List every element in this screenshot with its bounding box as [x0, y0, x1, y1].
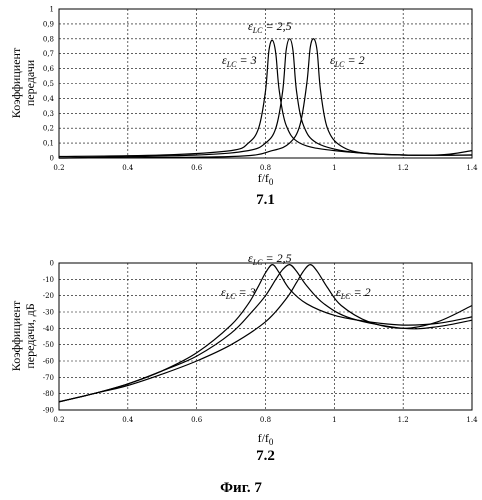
panel-1-x-axis-label: f/f0: [258, 171, 274, 187]
panel-2-y-tick-label: 0: [50, 260, 54, 268]
panel-1-y-axis-label-line2: передачи: [23, 59, 37, 106]
panel-1-y-tick-label: 0,9: [43, 20, 54, 28]
panel-2-y-axis-label-line1: Коэффициент: [9, 300, 23, 371]
panel-1-x-tick-label: 1.4: [466, 164, 478, 172]
figure-caption: Фиг. 7: [220, 480, 262, 496]
panel-2-x-tick-label: 1: [332, 416, 336, 424]
panel-1-series-label-3: εLC = 2: [330, 53, 365, 69]
panel-2-x-tick-label: 0.8: [260, 416, 271, 424]
panel-1-caption: 7.1: [256, 192, 275, 208]
panel-1-x-tick-label: 1: [332, 164, 336, 172]
panel-1-y-tick-label: 1: [50, 6, 54, 14]
panel-2-y-tick-label: -20: [43, 292, 54, 300]
panel-2-y-tick-label: -60: [43, 358, 54, 366]
panel-2-y-tick-label: -80: [43, 390, 54, 398]
panel-2-y-tick-label: -10: [43, 276, 54, 284]
panel-2-y-axis-label-line2: передачи, дБ: [23, 303, 37, 368]
panel-1-series-label-2: εLC = 2,5: [248, 19, 292, 35]
panel-1-y-tick-label: 0: [50, 155, 54, 163]
panel-1-x-tick-label: 1.2: [398, 164, 409, 172]
panel-2-series-label-2: εLC = 2,5: [248, 251, 292, 267]
panel-2-series-label-3: εLC = 2: [336, 285, 371, 301]
panel-2-series-line-1: [59, 265, 472, 402]
panel-1-x-tick-label: 0.6: [191, 164, 203, 172]
panel-2-x-tick-label: 1.2: [398, 416, 409, 424]
panel-2-caption: 7.2: [256, 448, 275, 464]
panel-1-y-tick-label: 0,8: [43, 35, 54, 43]
panel-1-y-tick-label: 0,6: [43, 65, 55, 73]
panel-1-y-tick-label: 0,5: [43, 80, 54, 88]
panel-2-y-tick-label: -50: [43, 341, 54, 349]
panel-2-x-tick-label: 0.6: [191, 416, 203, 424]
panel-2-series-line-3: [59, 265, 472, 402]
panel-1-y-tick-label: 0,2: [43, 125, 54, 133]
panel-1-y-tick-label: 0,4: [43, 95, 55, 103]
panel-2-series-line-2: [59, 265, 472, 402]
panel-1-y-tick-label: 0,3: [43, 110, 54, 118]
panel-1-y-axis-label-line1: Коэффициент: [9, 47, 23, 118]
panel-1-x-tick-label: 0.4: [122, 164, 134, 172]
panel-2-y-tick-label: -70: [43, 374, 54, 382]
panel-2-y-tick-label: -40: [43, 325, 54, 333]
panel-1-y-tick-label: 0,1: [43, 140, 54, 148]
panel-2-series-label-1: εLC = 3: [221, 285, 256, 301]
panel-1-x-tick-label: 0.2: [53, 164, 64, 172]
panel-2-y-tick-label: -30: [43, 309, 54, 317]
panel-2-x-tick-label: 0.2: [53, 416, 64, 424]
panel-2-x-axis-label: f/f0: [258, 431, 274, 447]
panel-2-x-tick-label: 0.4: [122, 416, 134, 424]
panel-2-y-tick-label: -90: [43, 407, 54, 415]
panel-1-series-label-1: εLC = 3: [222, 53, 257, 69]
panel-2-x-tick-label: 1.4: [466, 416, 478, 424]
panel-1-y-tick-label: 0,7: [43, 50, 54, 58]
